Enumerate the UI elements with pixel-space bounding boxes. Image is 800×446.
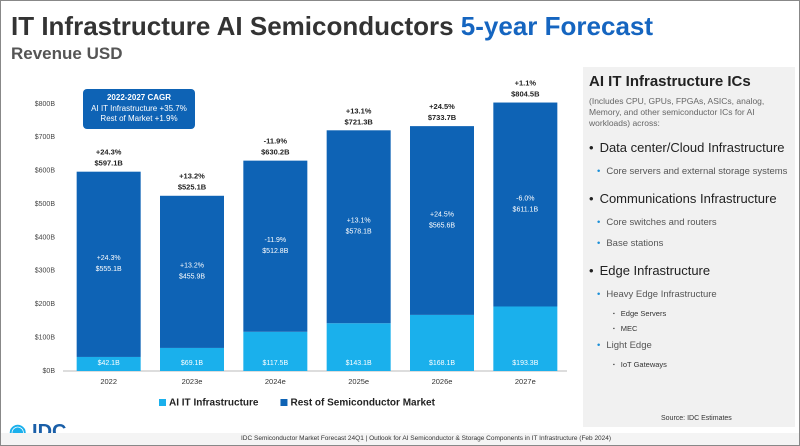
y-tick-label: $800B xyxy=(35,101,56,108)
segment-growth-label: +24.3% xyxy=(97,255,121,262)
panel-item: Edge Infrastructure xyxy=(589,260,795,282)
total-growth-label: -11.9% xyxy=(264,137,288,146)
total-growth-label: +24.3% xyxy=(96,148,122,157)
bar-segment xyxy=(410,126,474,315)
panel-item: Edge Servers xyxy=(613,309,795,318)
cagr-title: 2022-2027 CAGR xyxy=(107,93,171,102)
total-growth-label: +1.1% xyxy=(515,78,537,87)
segment-value-label: $168.1B xyxy=(429,360,455,367)
bar-segment xyxy=(76,171,141,357)
y-tick-label: $600B xyxy=(35,168,56,175)
y-tick-label: $500B xyxy=(35,201,56,208)
panel-item: Heavy Edge Infrastructure xyxy=(597,287,795,303)
panel-item-text: Base stations xyxy=(606,238,664,249)
total-growth-label: +13.1% xyxy=(346,106,372,115)
total-label: $804.5B xyxy=(511,89,540,98)
bar-segment xyxy=(326,323,391,371)
total-growth-label: +24.5% xyxy=(429,102,455,111)
x-tick-label: 2025e xyxy=(348,377,369,386)
segment-value-label: $69.1B xyxy=(181,360,204,367)
legend-label: AI IT Infrastructure xyxy=(169,398,259,409)
segment-value-label: $193.3B xyxy=(512,360,538,367)
total-label: $733.7B xyxy=(428,113,457,122)
panel-item: Data center/Cloud Infrastructure xyxy=(589,137,795,159)
panel-item-text: MEC xyxy=(620,324,638,333)
legend-swatch xyxy=(280,399,288,406)
panel-item: Core servers and external storage system… xyxy=(597,164,795,180)
subtitle: Revenue USD xyxy=(11,44,123,63)
panel-list: Data center/Cloud Infrastructure Core ser… xyxy=(583,137,795,369)
y-tick-label: $0B xyxy=(43,368,56,375)
segment-growth-label: +13.1% xyxy=(347,218,371,225)
panel-item: IoT Gateways xyxy=(613,360,795,369)
segment-value-label: $117.5B xyxy=(263,360,289,367)
panel-item-text: Data center/Cloud Infrastructure xyxy=(599,140,785,155)
x-tick-label: 2026e xyxy=(432,377,453,386)
total-label: $721.3B xyxy=(344,117,373,126)
panel-description: (Includes CPU, GPUs, FPGAs, ASICs, analo… xyxy=(589,96,765,128)
segment-growth-label: -6.0% xyxy=(516,195,534,202)
x-tick-label: 2023e xyxy=(182,377,203,386)
panel-item: Base stations xyxy=(597,236,795,252)
panel-item-text: Communications Infrastructure xyxy=(599,191,777,206)
panel-item-text: Edge Servers xyxy=(620,309,667,318)
segment-value-label: $611.1B xyxy=(513,206,539,213)
segment-growth-label: +13.2% xyxy=(180,263,204,270)
legend-swatch xyxy=(159,399,166,406)
panel-item: Communications Infrastructure xyxy=(589,188,795,210)
panel-item-text: IoT Gateways xyxy=(620,360,667,369)
title-highlight: 5-year Forecast xyxy=(460,11,654,41)
segment-growth-label: -11.9% xyxy=(264,237,286,244)
title: IT Infrastructure AI Semiconductors 5-ye… xyxy=(11,11,653,42)
total-growth-label: +13.2% xyxy=(179,172,205,181)
title-text: IT Infrastructure AI Semiconductors xyxy=(11,11,454,41)
source: Source: IDC Estimates xyxy=(661,415,732,422)
side-panel: AI IT Infrastructure ICs (Includes CPU, … xyxy=(583,67,795,427)
bar-segment xyxy=(326,130,391,324)
panel-item: Core switches and routers xyxy=(597,215,795,231)
cagr-box xyxy=(83,89,195,129)
x-tick-label: 2024e xyxy=(265,377,286,386)
x-tick-label: 2022 xyxy=(100,377,117,386)
chart: $0B $100B $200B $300B $400B $500B $600B $700B $8… xyxy=(35,78,567,409)
bar-segment xyxy=(160,195,224,348)
legend-label: Rest of Semiconductor Market xyxy=(290,398,435,409)
bar-segment xyxy=(243,160,308,332)
panel-title: AI IT Infrastructure ICs xyxy=(589,73,751,90)
total-label: $597.1B xyxy=(94,159,123,168)
cagr-line: Rest of Market +1.9% xyxy=(100,114,177,123)
total-label: $630.2B xyxy=(261,148,290,157)
bar-segment xyxy=(493,102,558,307)
bar-segment xyxy=(76,356,141,371)
segment-value-label: $42.1B xyxy=(98,360,121,367)
panel-item-text: Heavy Edge Infrastructure xyxy=(606,289,717,300)
bar-segment xyxy=(410,314,474,371)
y-tick-label: $100B xyxy=(35,334,56,341)
segment-value-label: $455.9B xyxy=(179,274,205,281)
y-tick-label: $700B xyxy=(35,134,56,141)
bar-segment xyxy=(243,331,308,371)
panel-item-text: Edge Infrastructure xyxy=(599,263,711,278)
cagr-line: AI IT Infrastructure +35.7% xyxy=(91,104,187,113)
segment-value-label: $578.1B xyxy=(346,229,372,236)
panel-item-text: Core switches and routers xyxy=(606,217,717,228)
y-tick-label: $200B xyxy=(35,301,56,308)
bar-segment xyxy=(160,347,224,371)
footer-note: IDC Semiconductor Market Forecast 24Q1 |… xyxy=(241,435,612,442)
panel-item-text: Core servers and external storage system… xyxy=(606,166,788,177)
x-tick-label: 2027e xyxy=(515,377,536,386)
panel-item: MEC xyxy=(613,324,795,333)
panel-item-text: Light Edge xyxy=(606,340,652,351)
panel-item: Light Edge xyxy=(597,338,795,354)
bar-segment xyxy=(493,306,558,371)
total-label: $525.1B xyxy=(178,183,207,192)
segment-value-label: $565.6B xyxy=(429,222,455,229)
y-tick-label: $300B xyxy=(35,268,56,275)
segment-value-label: $143.1B xyxy=(346,360,372,367)
segment-value-label: $555.1B xyxy=(96,266,122,273)
y-tick-label: $400B xyxy=(35,234,56,241)
segment-value-label: $512.8B xyxy=(262,248,288,255)
segment-growth-label: +24.5% xyxy=(430,211,454,218)
